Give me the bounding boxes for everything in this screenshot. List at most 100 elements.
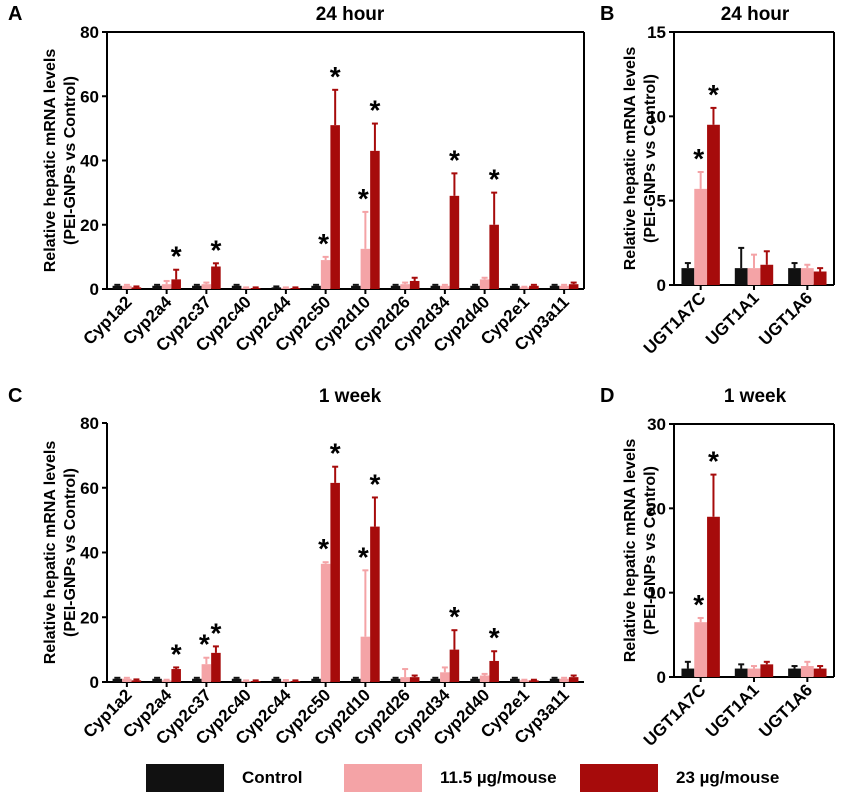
panel-c-bar-cyp2c50-control (311, 678, 321, 682)
legend-label-low-dose: 11.5 µg/mouse (440, 768, 557, 787)
panel-a-ytick-label: 80 (80, 23, 99, 42)
panel-c-ytick-label: 20 (80, 608, 99, 627)
panel-c-bar-cyp2c40-high (250, 681, 261, 682)
panel-c-bar-cyp2c40-control (231, 678, 242, 682)
panel-c-star-cyp2c37-high: * (210, 617, 221, 648)
panel-a-ytick-label: 40 (80, 152, 99, 171)
panel-b-ylabel-line-1: Relative hepatic mRNA levels (622, 47, 639, 271)
panel-d-ytick-label: 10 (647, 584, 666, 603)
panel-a-star-cyp2c50-high: * (330, 61, 341, 92)
panel-d-star-ugt1a7c-high: * (708, 446, 719, 477)
panel-c-star-cyp2d10-high: * (369, 468, 380, 499)
panel-a-bar-cyp2c50-high (330, 125, 340, 289)
panel-a-star-cyp2d40-high: * (489, 164, 500, 195)
panel-c-bar-cyp2e1-control (510, 678, 520, 682)
panel-b-xtick-label-ugt1a7c: UGT1A7C (640, 288, 710, 358)
panel-a-star-cyp2c37-high: * (210, 234, 221, 265)
panel-a-bar-cyp2a4-high (171, 279, 181, 289)
panel-a-bar-cyp2d10-high (370, 150, 380, 289)
panel-d-bar-ugt1a1-high (760, 664, 774, 677)
panel-c-star-cyp2c50-low: * (318, 533, 329, 564)
panel-b-bar-ugt1a7c-low (694, 188, 708, 285)
panel-a-bar-cyp2c50-low (320, 260, 331, 289)
panel-c-letter: C (8, 385, 22, 407)
panel-a-bar-cyp1a2-low (122, 285, 132, 289)
panel-c-star-cyp2a4-high: * (171, 638, 182, 669)
panel-a-ytick-label: 60 (80, 87, 99, 106)
panel-c-ytick-label: 0 (90, 673, 99, 692)
panel-b-ytick-label: 15 (647, 23, 666, 42)
panel-d-title: 1 week (724, 386, 787, 407)
panel-a-bar-cyp2c40-low (241, 288, 251, 289)
panel-a-bar-cyp3a11-control (549, 285, 560, 289)
panel-d-ylabel-line-2: (PEI-GNPs vs Control) (642, 466, 659, 635)
panel-b-xtick-label-ugt1a6: UGT1A6 (755, 288, 816, 349)
panel-b-bar-ugt1a7c-control (681, 268, 695, 285)
legend-label-high-dose: 23 µg/mouse (676, 768, 780, 787)
panel-d-ytick-label: 20 (647, 499, 666, 518)
panel-c-bar-cyp2d10-high (370, 526, 380, 682)
panel-a-bar-cyp2d34-high (449, 195, 460, 289)
panel-a-bar-cyp2d10-control (351, 285, 361, 289)
panel-c-star-cyp2c37-low: * (199, 629, 210, 660)
panel-d-xtick-label-ugt1a1: UGT1A1 (702, 680, 763, 741)
panel-c-bar-cyp2c40-low (241, 681, 251, 682)
panel-c-bar-cyp2c44-control (271, 678, 282, 682)
panel-c-bar-cyp2d26-low (400, 677, 410, 682)
panel-a-bar-cyp2d40-low (479, 279, 490, 289)
panel-a-bar-cyp2c50-control (311, 285, 321, 289)
panel-b-bar-ugt1a6-high (813, 271, 827, 285)
panel-a-bar-cyp2d10-low (360, 248, 371, 289)
legend-item-control: Control (146, 764, 302, 792)
panel-c-bar-cyp3a11-control (549, 678, 560, 682)
panel-d-bar-ugt1a6-low (800, 666, 814, 677)
panel-b-ytick-label: 5 (657, 192, 666, 211)
panel-c-star-cyp2d10-low: * (358, 541, 369, 572)
panel-c-bar-cyp2c37-high (211, 652, 221, 682)
panel-a-bar-cyp2a4-control (152, 285, 162, 289)
panel-a-bar-cyp2d34-control (430, 285, 441, 289)
panel-d-xtick-label-ugt1a7c: UGT1A7C (640, 680, 710, 750)
panel-b-bar-ugt1a6-control (788, 268, 801, 285)
legend-item-low-dose: 11.5 µg/mouse (344, 764, 557, 792)
panel-a-bar-cyp2e1-control (510, 285, 520, 289)
panel-b-star-ugt1a7c-high: * (708, 79, 719, 110)
panel-a-star-cyp2d34-high: * (449, 144, 460, 175)
panel-c-star-cyp2d34-high: * (449, 601, 460, 632)
panel-a-bar-cyp2e1-low (519, 287, 530, 289)
panel-b-ylabel-line-2: (PEI-GNPs vs Control) (642, 74, 659, 243)
panel-a-bar-cyp2c37-high (211, 266, 221, 289)
panel-a-bar-cyp2c44-high (290, 288, 301, 289)
panel-c-bar-cyp2d40-high (489, 660, 499, 682)
panel-c-star-cyp2d40-high: * (489, 622, 500, 653)
panel-c-bar-cyp2d34-high (449, 649, 460, 682)
panel-c-bar-cyp2d26-high (409, 677, 420, 682)
panel-a-bar-cyp2c40-control (231, 285, 242, 289)
panel-c-ylabel-line-1: Relative hepatic mRNA levels (42, 441, 59, 665)
panel-a-bar-cyp2d40-control (470, 285, 480, 289)
panel-a-ytick-label: 0 (90, 280, 99, 299)
panel-c-bar-cyp2c44-low (281, 681, 291, 682)
panel-d-letter: D (600, 385, 614, 407)
panel-d-bar-ugt1a1-control (734, 668, 748, 677)
panel-d-bar-ugt1a1-low (747, 668, 761, 677)
panel-d-bar-ugt1a6-control (788, 668, 801, 677)
panel-a-bar-cyp2e1-high (529, 285, 539, 289)
panel-c-bar-cyp2d10-control (351, 678, 361, 682)
panel-a-ylabel-line-1: Relative hepatic mRNA levels (42, 49, 59, 273)
panel-b-xtick-label-ugt1a1: UGT1A1 (702, 288, 763, 349)
legend-swatch-high-dose (580, 764, 658, 792)
panel-c-ytick-label: 80 (80, 414, 99, 433)
legend-label-control: Control (242, 768, 303, 787)
panel-c-bar-cyp2c50-low (320, 563, 331, 682)
panel-b-star-ugt1a7c-low: * (693, 143, 704, 174)
panel-c-bar-cyp2a4-control (152, 678, 162, 682)
panel-d-bar-ugt1a7c-control (681, 668, 695, 677)
panel-c-bar-cyp3a11-high (568, 677, 579, 682)
panel-c-bar-cyp2d10-low (360, 636, 371, 682)
panel-c-bar-cyp2d26-control (390, 678, 401, 682)
panel-d-bar-ugt1a6-high (813, 668, 827, 677)
panel-c-bar-cyp2c50-high (330, 482, 340, 682)
panel-a-star-cyp2d10-high: * (369, 95, 380, 126)
